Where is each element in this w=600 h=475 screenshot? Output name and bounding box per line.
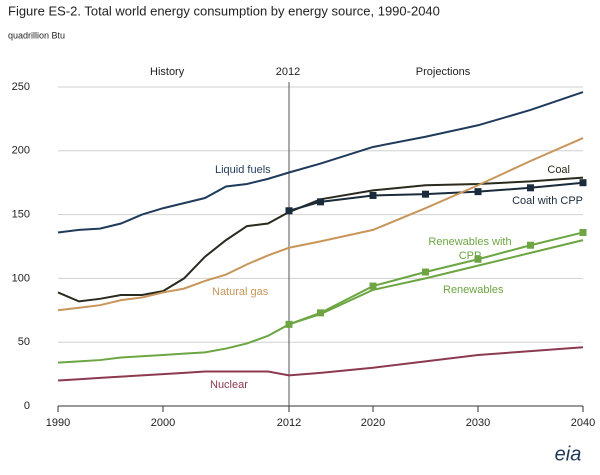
series-line	[57, 239, 584, 364]
y-tick-label: 150	[12, 209, 30, 221]
marker	[579, 228, 587, 236]
x-tick-label: 2040	[571, 417, 595, 429]
y-tick-label: 50	[18, 336, 30, 348]
series-line	[57, 91, 584, 234]
marker	[579, 179, 587, 187]
series-line	[57, 176, 584, 303]
x-tick-label: 2030	[466, 417, 490, 429]
marker	[422, 190, 429, 198]
series-label: Renewables with CPP	[428, 236, 512, 262]
marker	[422, 268, 429, 276]
annotation: Projections	[416, 66, 471, 78]
y-tick-label: 250	[12, 81, 30, 93]
marker	[527, 184, 534, 192]
y-tick-label: 0	[24, 400, 30, 412]
y-tick-label: 100	[12, 272, 30, 284]
annotation: History	[150, 66, 185, 78]
series-label: Coal with CPP	[512, 195, 583, 207]
x-tick-label: 2020	[361, 417, 385, 429]
series-line	[57, 346, 584, 382]
y-axis-label: quadrillion Btu	[8, 30, 65, 40]
series-label-box: Renewables with CPP	[428, 236, 512, 262]
marker	[317, 198, 324, 206]
series-label: Renewables	[443, 284, 504, 296]
marker	[369, 191, 377, 199]
series-label: Natural gas	[212, 286, 269, 298]
marker	[474, 188, 482, 196]
x-tick-label: 1990	[46, 417, 70, 429]
marker	[474, 255, 482, 263]
series-label: Nuclear	[210, 379, 248, 391]
logo: eia	[555, 443, 582, 465]
y-tick-label: 200	[12, 145, 30, 157]
marker	[285, 207, 293, 215]
marker	[317, 309, 324, 317]
series-label: Coal	[547, 164, 570, 176]
x-tick-label: 2012	[277, 417, 301, 429]
marker	[369, 282, 377, 290]
marker	[527, 241, 534, 249]
chart-title: Figure ES-2. Total world energy consumpt…	[8, 3, 440, 18]
annotation: 2012	[276, 66, 300, 78]
series-label: Liquid fuels	[215, 164, 271, 176]
x-tick-label: 2000	[151, 417, 175, 429]
series-line	[57, 137, 584, 312]
